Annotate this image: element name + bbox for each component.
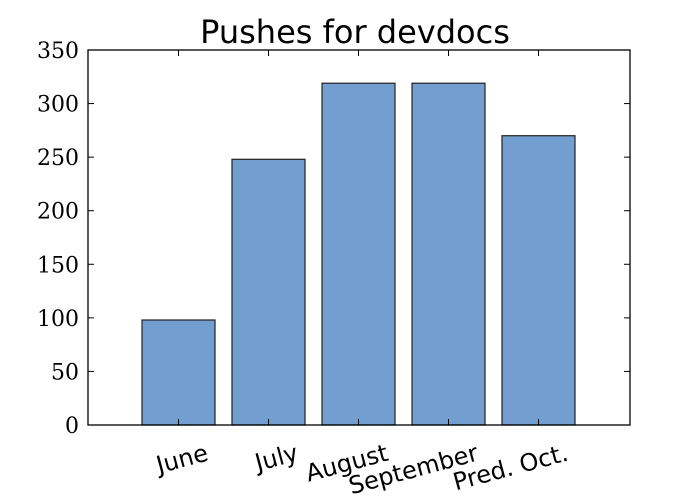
bar-june — [141, 319, 216, 426]
y-axis: 0 50 100 150 200 250 300 350 — [37, 39, 630, 439]
y-tick-label: 350 — [37, 39, 79, 64]
y-tick-label: 50 — [51, 360, 79, 385]
y-tick-label: 250 — [37, 146, 79, 171]
y-tick-label: 300 — [37, 93, 79, 118]
y-tick-label: 150 — [37, 253, 79, 278]
x-tick-label: June — [151, 439, 211, 480]
bar-august — [321, 82, 396, 426]
bar-july — [231, 158, 306, 426]
chart-title: Pushes for devdocs — [200, 13, 510, 51]
y-tick-label: 200 — [37, 200, 79, 225]
y-tick-label: 100 — [37, 307, 79, 332]
bar-september — [411, 82, 486, 426]
y-tick-label: 0 — [65, 414, 79, 439]
bars-group — [141, 82, 576, 426]
bar-pred-oct — [501, 135, 576, 426]
x-tick-label: July — [250, 439, 301, 478]
